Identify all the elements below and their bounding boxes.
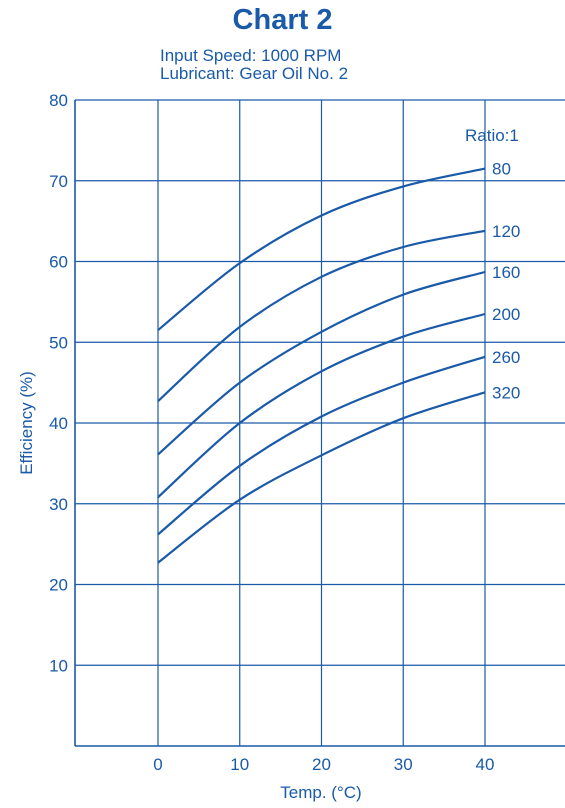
y-tick-label-50: 50 xyxy=(49,333,68,352)
series-line-ratio-160 xyxy=(157,270,486,456)
y-tick-label-60: 60 xyxy=(49,253,68,272)
y-tick-label-70: 70 xyxy=(49,172,68,191)
series-label-ratio-200: 200 xyxy=(492,305,520,324)
x-axis-label: Temp. (°C) xyxy=(280,783,361,802)
x-tick-label-30: 30 xyxy=(394,755,413,774)
y-tick-label-30: 30 xyxy=(49,495,68,514)
series-labels: 80 120 160 200 260 320 xyxy=(492,160,520,403)
x-tick-label-20: 20 xyxy=(312,755,331,774)
series-line-ratio-320 xyxy=(157,391,486,564)
series-label-ratio-260: 260 xyxy=(492,348,520,367)
y-tick-label-80: 80 xyxy=(49,91,68,110)
chart-title: Chart 2 xyxy=(232,4,333,36)
series-label-ratio-160: 160 xyxy=(492,263,520,282)
series-lines xyxy=(157,167,486,564)
y-tick-label-20: 20 xyxy=(49,576,68,595)
x-tick-label-40: 40 xyxy=(476,755,495,774)
y-tick-label-40: 40 xyxy=(49,414,68,433)
tick-labels: 10 20 30 40 50 60 70 80 0 10 20 30 40 xyxy=(49,91,494,774)
series-label-ratio-120: 120 xyxy=(492,222,520,241)
legend-title: Ratio:1 xyxy=(465,126,519,145)
grid xyxy=(74,99,565,747)
chart-subtitle-lubricant: Lubricant: Gear Oil No. 2 xyxy=(160,64,349,83)
y-axis-label: Efficiency (%) xyxy=(17,371,36,475)
series-line-ratio-260 xyxy=(157,355,486,536)
series-label-ratio-320: 320 xyxy=(492,383,520,402)
x-tick-label-10: 10 xyxy=(230,755,249,774)
series-line-ratio-200 xyxy=(157,312,486,499)
x-tick-label-0: 0 xyxy=(153,755,162,774)
series-line-ratio-120 xyxy=(157,229,486,403)
chart-subtitle-speed: Input Speed: 1000 RPM xyxy=(160,46,342,65)
series-label-ratio-80: 80 xyxy=(492,160,511,179)
y-tick-label-10: 10 xyxy=(49,656,68,675)
series-line-ratio-80 xyxy=(157,167,486,331)
